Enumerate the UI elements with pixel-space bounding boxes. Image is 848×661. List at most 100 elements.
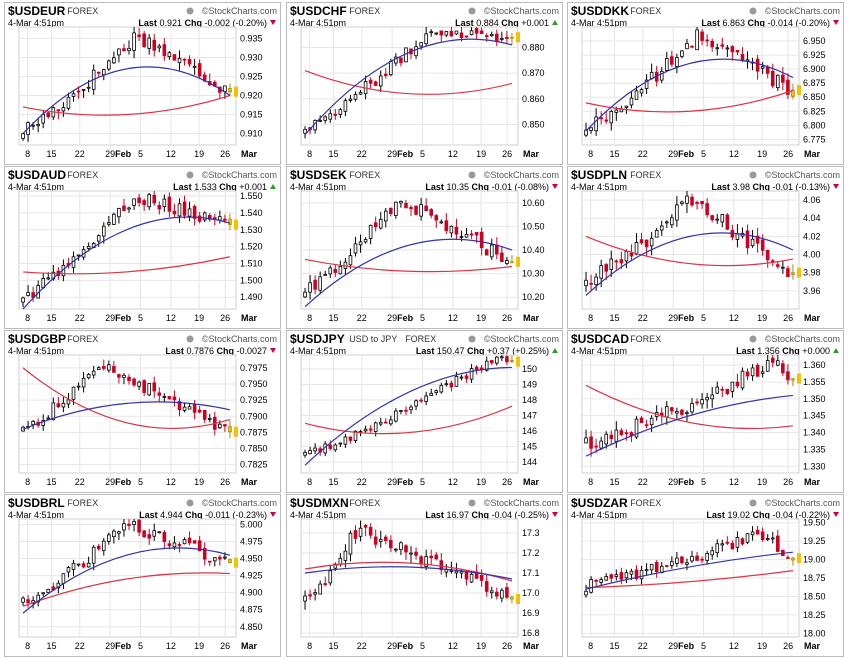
candlestick	[439, 552, 444, 575]
candlestick	[202, 409, 207, 424]
candlestick	[177, 397, 182, 417]
x-tick-label: 26	[502, 149, 512, 159]
candlestick	[639, 87, 644, 97]
candlestick	[363, 425, 368, 434]
x-tick-label: Feb	[115, 149, 132, 159]
x-tick-label: 15	[610, 149, 620, 159]
candlestick	[604, 111, 609, 125]
chart-panel-usdaud[interactable]: $USDAUD FOREX ©StockCharts.com 4-Mar 4:51pm…	[4, 166, 281, 329]
y-tick-label: 1.500	[240, 275, 263, 285]
candlestick	[584, 122, 588, 138]
candlestick	[389, 535, 393, 553]
candlestick	[690, 193, 694, 208]
candlestick	[338, 260, 343, 275]
candlestick	[107, 532, 111, 545]
candlestick	[71, 559, 76, 577]
y-tick-label: 144	[522, 457, 537, 467]
chart-panel-usdzar[interactable]: $USDZAR FOREX ©StockCharts.com 4-Mar 4:51pm…	[567, 494, 844, 657]
candlestick	[715, 539, 720, 558]
candlestick	[172, 390, 177, 407]
candlestick	[489, 238, 494, 260]
chart-panel-usdchf[interactable]: $USDCHF FOREX ©StockCharts.com 4-Mar 4:51pm…	[286, 2, 563, 165]
y-tick-label: 0.910	[240, 129, 263, 139]
candlestick	[177, 50, 182, 71]
date-label: 4-Mar 4:51pm	[571, 510, 627, 520]
candlestick	[791, 556, 795, 566]
candlestick	[157, 201, 162, 215]
x-tick-label: 15	[610, 477, 620, 487]
candlestick	[419, 42, 423, 50]
candlestick	[755, 526, 760, 535]
x-tick-label: 19	[194, 313, 204, 323]
candlestick	[589, 430, 593, 457]
exchange-label: FOREX	[630, 498, 661, 508]
candlestick	[152, 191, 157, 206]
last-price-marker	[234, 557, 238, 568]
candlestick	[594, 108, 598, 136]
source-label: ©StockCharts.com	[765, 6, 840, 16]
candlestick	[594, 578, 598, 587]
candlestick	[424, 198, 428, 212]
x-tick-label: 29	[105, 641, 115, 651]
chart-panel-usdbrl[interactable]: $USDBRL FOREX ©StockCharts.com 4-Mar 4:51pm…	[4, 494, 281, 657]
x-tick-label: 12	[729, 641, 739, 651]
x-tick-label: Mar	[523, 149, 540, 159]
x-tick-label: Feb	[115, 641, 132, 651]
candlestick	[137, 519, 141, 537]
candlestick	[122, 43, 126, 52]
last-change-info: Last 1.533 Chg +0.001	[173, 182, 267, 192]
chart-panel-usdcad[interactable]: $USDCAD FOREX ©StockCharts.com 4-Mar 4:51pm…	[567, 330, 844, 493]
chart-panel-usdpln[interactable]: $USDPLN FOREX ©StockCharts.com 4-Mar 4:51pm…	[567, 166, 844, 329]
candlestick	[639, 565, 644, 585]
x-tick-label: 22	[357, 313, 367, 323]
candlestick	[690, 550, 694, 564]
candlestick	[389, 207, 393, 217]
exchange-label: FOREX	[67, 6, 98, 16]
up-arrow-icon	[833, 348, 839, 353]
y-tick-label: 1.510	[240, 258, 263, 268]
x-tick-label: 29	[387, 313, 397, 323]
x-tick-label: 15	[610, 313, 620, 323]
chart-panel-usdsek[interactable]: $USDSEK FOREX ©StockCharts.com 4-Mar 4:51pm…	[286, 166, 563, 329]
x-tick-label: 12	[448, 313, 458, 323]
candlestick	[373, 80, 378, 87]
candlestick	[127, 374, 131, 385]
candlestick	[449, 27, 454, 38]
candlestick	[399, 57, 403, 67]
x-tick-label: 12	[448, 149, 458, 159]
candlestick	[700, 392, 704, 409]
candlestick	[634, 416, 639, 439]
plot-area	[581, 354, 800, 474]
x-tick-label: 8	[307, 477, 312, 487]
x-tick-label: 5	[420, 313, 425, 323]
candlestick	[61, 396, 66, 413]
candlestick	[132, 519, 136, 532]
candlestick	[705, 392, 709, 409]
chart-panel-usddkk[interactable]: $USDDKK FOREX ©StockCharts.com 4-Mar 4:51pm…	[567, 2, 844, 165]
chart-panel-usdmxn[interactable]: $USDMXN FOREX ©StockCharts.com 4-Mar 4:51pm…	[286, 494, 563, 657]
candlestick	[469, 27, 474, 36]
y-tick-label: 0.925	[240, 71, 263, 81]
x-tick-label: 12	[448, 641, 458, 651]
candlestick	[649, 231, 654, 256]
candlestick	[755, 54, 760, 80]
x-tick-label: 5	[420, 641, 425, 651]
moving-average-short	[22, 401, 231, 430]
x-tick-label: Feb	[678, 313, 695, 323]
symbol-label: $USDGBP	[8, 332, 66, 346]
candlestick	[122, 198, 126, 212]
y-tick-label: 146	[522, 426, 537, 436]
candlestick	[348, 248, 353, 269]
y-tick-label: 1.520	[240, 242, 263, 252]
candlestick	[469, 230, 474, 239]
x-tick-label: 29	[668, 313, 678, 323]
chart-panel-usdgbp[interactable]: $USDGBP FOREX ©StockCharts.com 4-Mar 4:51pm…	[4, 330, 281, 493]
chart-panel-usdeur[interactable]: $USDEUR FOREX ©StockCharts.com 4-Mar 4:51pm…	[4, 2, 281, 165]
candlestick	[36, 117, 40, 133]
candlestick	[303, 449, 307, 458]
candlestick	[394, 201, 398, 219]
last-change-info: Last 150.47 Chg +0.37 (+0.25%)	[416, 346, 549, 356]
chart-panel-usdjpy[interactable]: $USDJPY USD to JPY FOREX ©StockCharts.com 4-…	[286, 330, 563, 493]
candlestick	[644, 74, 649, 94]
candlestick	[670, 214, 674, 229]
